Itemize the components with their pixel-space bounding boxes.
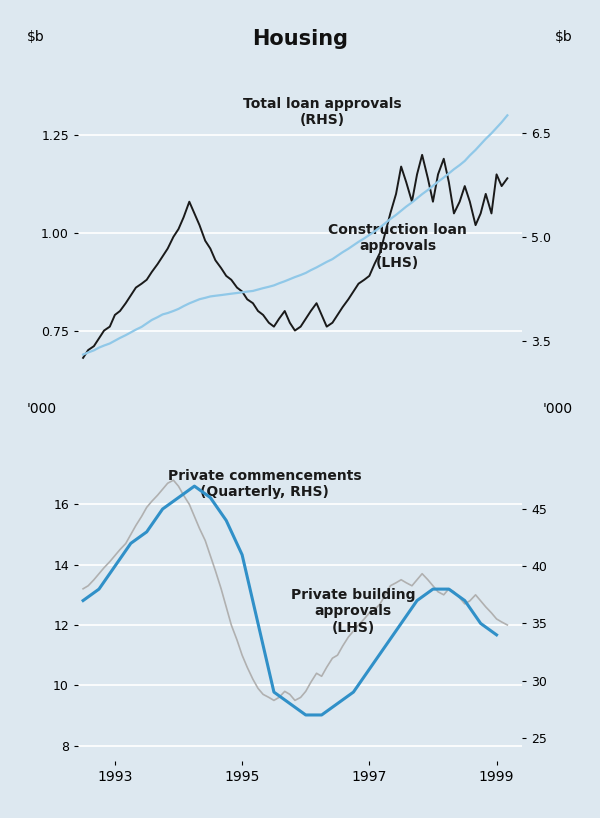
Text: '000: '000	[543, 402, 573, 416]
Text: Total loan approvals
(RHS): Total loan approvals (RHS)	[243, 97, 401, 128]
Text: $b: $b	[556, 30, 573, 44]
Text: Construction loan
approvals
(LHS): Construction loan approvals (LHS)	[328, 223, 467, 270]
Text: Private building
approvals
(LHS): Private building approvals (LHS)	[291, 588, 416, 635]
Text: Private commencements
(Quarterly, RHS): Private commencements (Quarterly, RHS)	[167, 469, 361, 499]
Text: Housing: Housing	[252, 29, 348, 48]
Text: $b: $b	[27, 30, 44, 44]
Text: '000: '000	[27, 402, 57, 416]
